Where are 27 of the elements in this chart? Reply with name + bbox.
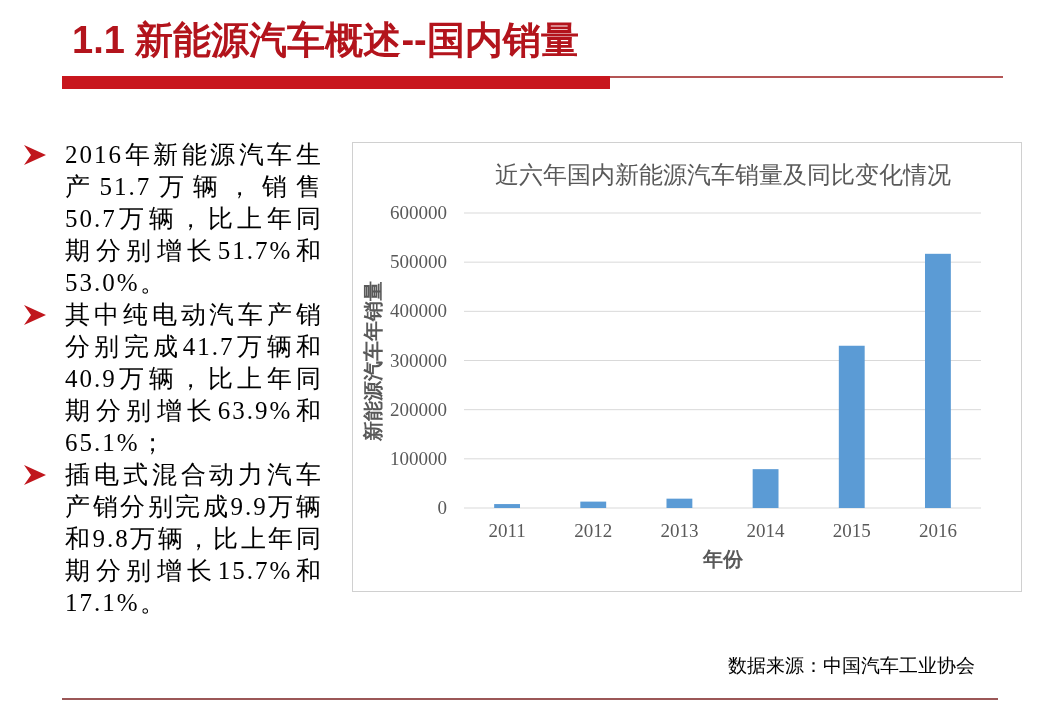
bar — [924, 253, 951, 508]
bar — [580, 501, 607, 508]
text: 其中纯电动汽车产销分别完成41.7万辆和40.9万辆，比上年同期分别增长63.9%和65.1%； — [65, 301, 323, 456]
y-tick-label: 100000 — [390, 447, 447, 469]
chart-title: 近六年国内新能源汽车销量及同比变化情况 — [494, 161, 951, 188]
x-axis-title: 年份 — [701, 548, 744, 570]
y-tick-label: 400000 — [390, 300, 447, 322]
y-tick-label: 200000 — [390, 398, 447, 420]
x-tick-label: 2012 — [574, 520, 613, 541]
x-tick-label: 2014 — [746, 520, 786, 541]
x-tick-label: 2011 — [488, 520, 526, 541]
bar — [494, 504, 521, 508]
x-tick-label: 2013 — [660, 520, 699, 541]
text: 1.1 新能源汽车概述--国内销量 — [72, 18, 579, 63]
bar — [838, 345, 865, 508]
bar — [752, 469, 779, 508]
y-axis-title: 新能源汽车年销量 — [362, 280, 384, 442]
source-note: 数据来源：中国汽车工业协会 — [728, 654, 975, 678]
bar — [666, 498, 693, 508]
y-tick-label: 600000 — [390, 202, 447, 223]
text: 插电式混合动力汽车产销分别完成9.9万辆和9.8万辆，比上年同期分别增长15.7%和17.1%。 — [65, 461, 323, 616]
x-tick-label: 2016 — [918, 520, 957, 541]
y-tick-label: 300000 — [390, 349, 447, 371]
x-tick-label: 2015 — [832, 520, 871, 541]
y-tick-label: 0 — [437, 497, 447, 518]
text: 2016年新能源汽车生产51.7万辆，销售50.7万辆，比上年同期分别增长51.7%和53.0%。 — [65, 141, 323, 296]
y-tick-label: 500000 — [390, 251, 447, 273]
